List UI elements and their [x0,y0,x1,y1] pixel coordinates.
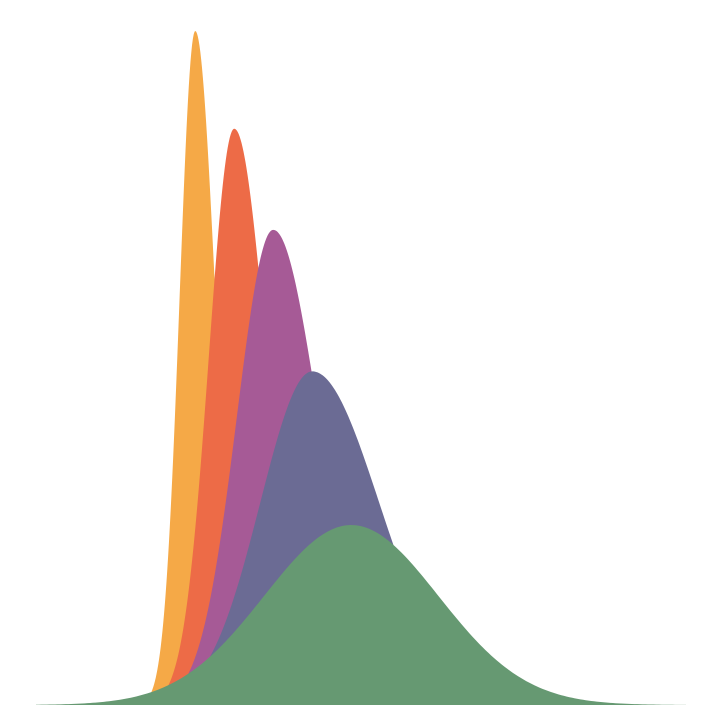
series-areas [36,31,686,705]
area-series-green [36,525,686,705]
area-series-orange [136,31,335,705]
